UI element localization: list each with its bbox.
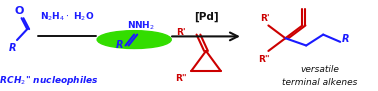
Text: R": R" (175, 74, 186, 83)
Text: R: R (115, 40, 123, 51)
Text: "RCH$_2$" nucleophiles: "RCH$_2$" nucleophiles (0, 74, 99, 87)
Text: NNH$_2$: NNH$_2$ (127, 19, 155, 32)
Text: R: R (342, 34, 350, 44)
Text: R": R" (258, 55, 270, 64)
Text: O: O (15, 6, 24, 16)
Text: R: R (9, 43, 16, 53)
Text: R': R' (176, 28, 186, 37)
Text: N$_2$H$_4\cdot$ H$_2$O: N$_2$H$_4\cdot$ H$_2$O (40, 10, 94, 23)
Text: [Pd]: [Pd] (194, 11, 218, 21)
Text: R': R' (260, 14, 270, 23)
Circle shape (97, 31, 171, 49)
Text: versatile: versatile (300, 65, 339, 74)
Text: terminal alkenes: terminal alkenes (282, 78, 357, 87)
